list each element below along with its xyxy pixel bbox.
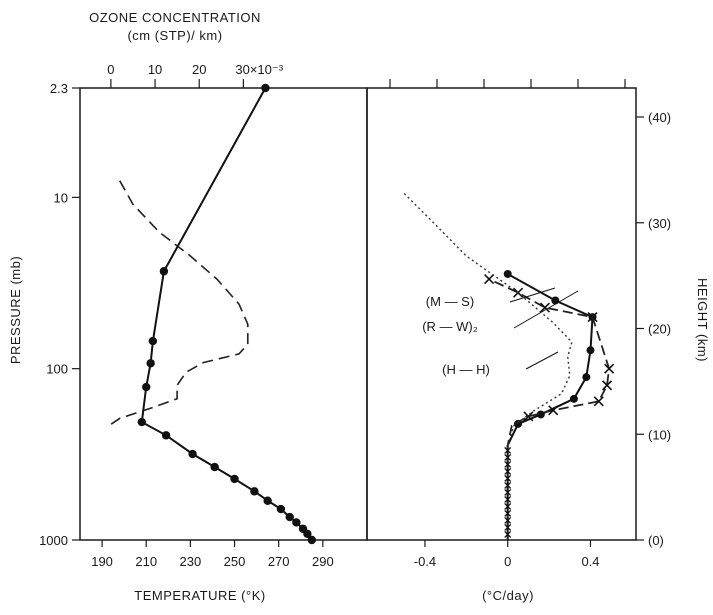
zero-line-marker — [504, 502, 512, 510]
zero-line-marker — [504, 530, 512, 538]
zero-line-marker — [504, 446, 512, 454]
annotation-leader — [513, 290, 579, 329]
temperature-tick-label: 210 — [135, 554, 157, 569]
temperature-point — [276, 504, 286, 514]
x-stroke — [484, 274, 495, 285]
zero-line-marker — [504, 453, 512, 461]
x-stroke — [523, 411, 534, 422]
heating-rate-x-marker — [587, 312, 598, 323]
heating-rate-point — [551, 296, 560, 305]
temperature-point — [307, 535, 317, 545]
series-annotation: (M — S) — [426, 294, 474, 309]
temperature-tick-label: 190 — [91, 554, 113, 569]
temperature-point — [146, 359, 155, 368]
ozone-tick-label: 10 — [148, 62, 162, 77]
height-tick-label: (30) — [648, 216, 671, 231]
zero-line-marker — [504, 474, 512, 482]
pressure-tick-label: 10 — [54, 190, 68, 205]
rate-tick-label: 0.4 — [581, 554, 599, 569]
height-tick-label: (0) — [648, 533, 664, 548]
zero-line-marker — [504, 523, 512, 531]
x-stroke — [604, 363, 615, 374]
heating-rate-x-marker — [484, 274, 495, 285]
heating-rate-x-marker — [539, 302, 551, 313]
ozone-tick-label: 30×10⁻³ — [235, 62, 283, 77]
x-stroke — [539, 302, 551, 313]
ozone-line — [106, 180, 249, 428]
heating-rate-x-marker — [523, 411, 534, 422]
x-stroke — [587, 312, 598, 323]
height-tick-label: (20) — [648, 322, 671, 337]
temperature-tick-label: 230 — [180, 554, 202, 569]
annotation-leader — [509, 287, 556, 303]
annotation-layer: (M — S) (R — W)₂ (H — H) — [422, 287, 579, 377]
pressure-tick-label: 2.3 — [50, 81, 68, 96]
pressure-tick-label: 100 — [46, 362, 68, 377]
temperature-point — [188, 449, 197, 459]
temperature-point — [230, 474, 239, 484]
right-panel-frame — [366, 87, 637, 541]
heating-rate-x-marker — [593, 396, 604, 407]
rate-tick-label: -0.4 — [414, 554, 436, 569]
zero-line-marker — [504, 467, 512, 475]
temperature-point — [137, 417, 147, 427]
temperature-point — [148, 336, 158, 346]
zero-line-marker — [504, 495, 512, 503]
x-stroke — [593, 396, 604, 407]
series-layer — [106, 83, 615, 545]
height-axis-label: HEIGHT (km) — [695, 278, 710, 362]
temperature-tick-label: 250 — [224, 554, 246, 569]
heating-rate-line-3 — [403, 193, 573, 446]
heating-rate-point — [582, 373, 591, 382]
series-annotation: (R — W)₂ — [422, 319, 478, 334]
height-tick-label: (40) — [648, 110, 671, 125]
temperature-point — [261, 83, 270, 93]
heating-rate-axis-label: (°C/day) — [482, 588, 534, 603]
heating-rate-x-marker — [604, 363, 615, 374]
ticks-layer: 190 210 230 250 270 290 0 10 20 30×10⁻³ 2.3 10 100 10… — [39, 62, 671, 569]
annotation-leader — [525, 351, 559, 370]
temperature-axis-label: TEMPERATURE (°K) — [134, 588, 265, 603]
heating-rate-point — [586, 346, 595, 355]
ozone-axis-title: OZONE CONCENTRATION — [89, 10, 261, 25]
heating-rate-point — [569, 394, 578, 403]
pressure-axis-label: PRESSURE (mb) — [8, 256, 23, 364]
ozone-tick-label: 0 — [107, 62, 114, 77]
temperature-tick-label: 290 — [312, 554, 334, 569]
zero-line-marker — [504, 516, 512, 524]
x-stroke — [548, 405, 559, 416]
temperature-point — [303, 529, 312, 538]
x-stroke — [601, 380, 613, 391]
temperature-point — [210, 462, 219, 472]
temperature-point — [285, 512, 294, 522]
temperature-point — [142, 382, 151, 392]
zero-line-marker — [504, 488, 512, 496]
temperature-point — [159, 267, 169, 276]
zero-line-marker — [504, 481, 512, 489]
temperature-point — [263, 496, 272, 505]
temperature-point — [250, 487, 259, 496]
temperature-tick-label: 270 — [268, 554, 290, 569]
temperature-point — [292, 518, 301, 527]
series-annotation: (H — H) — [442, 362, 490, 377]
temperature-line — [140, 87, 313, 541]
heating-rate-point — [536, 410, 545, 419]
zero-line-marker — [504, 509, 512, 517]
rate-tick-label: 0 — [504, 554, 511, 569]
temperature-point — [161, 431, 171, 440]
ozone-axis-units: (cm (STP)/ km) — [127, 28, 222, 43]
height-tick-label: (10) — [648, 427, 671, 442]
pressure-tick-label: 1000 — [39, 533, 68, 548]
heating-rate-point — [503, 269, 512, 278]
heating-rate-x-marker — [548, 405, 559, 416]
ozone-tick-label: 20 — [192, 62, 206, 77]
zero-line-marker — [504, 460, 512, 468]
heating-rate-x-marker — [601, 380, 613, 391]
